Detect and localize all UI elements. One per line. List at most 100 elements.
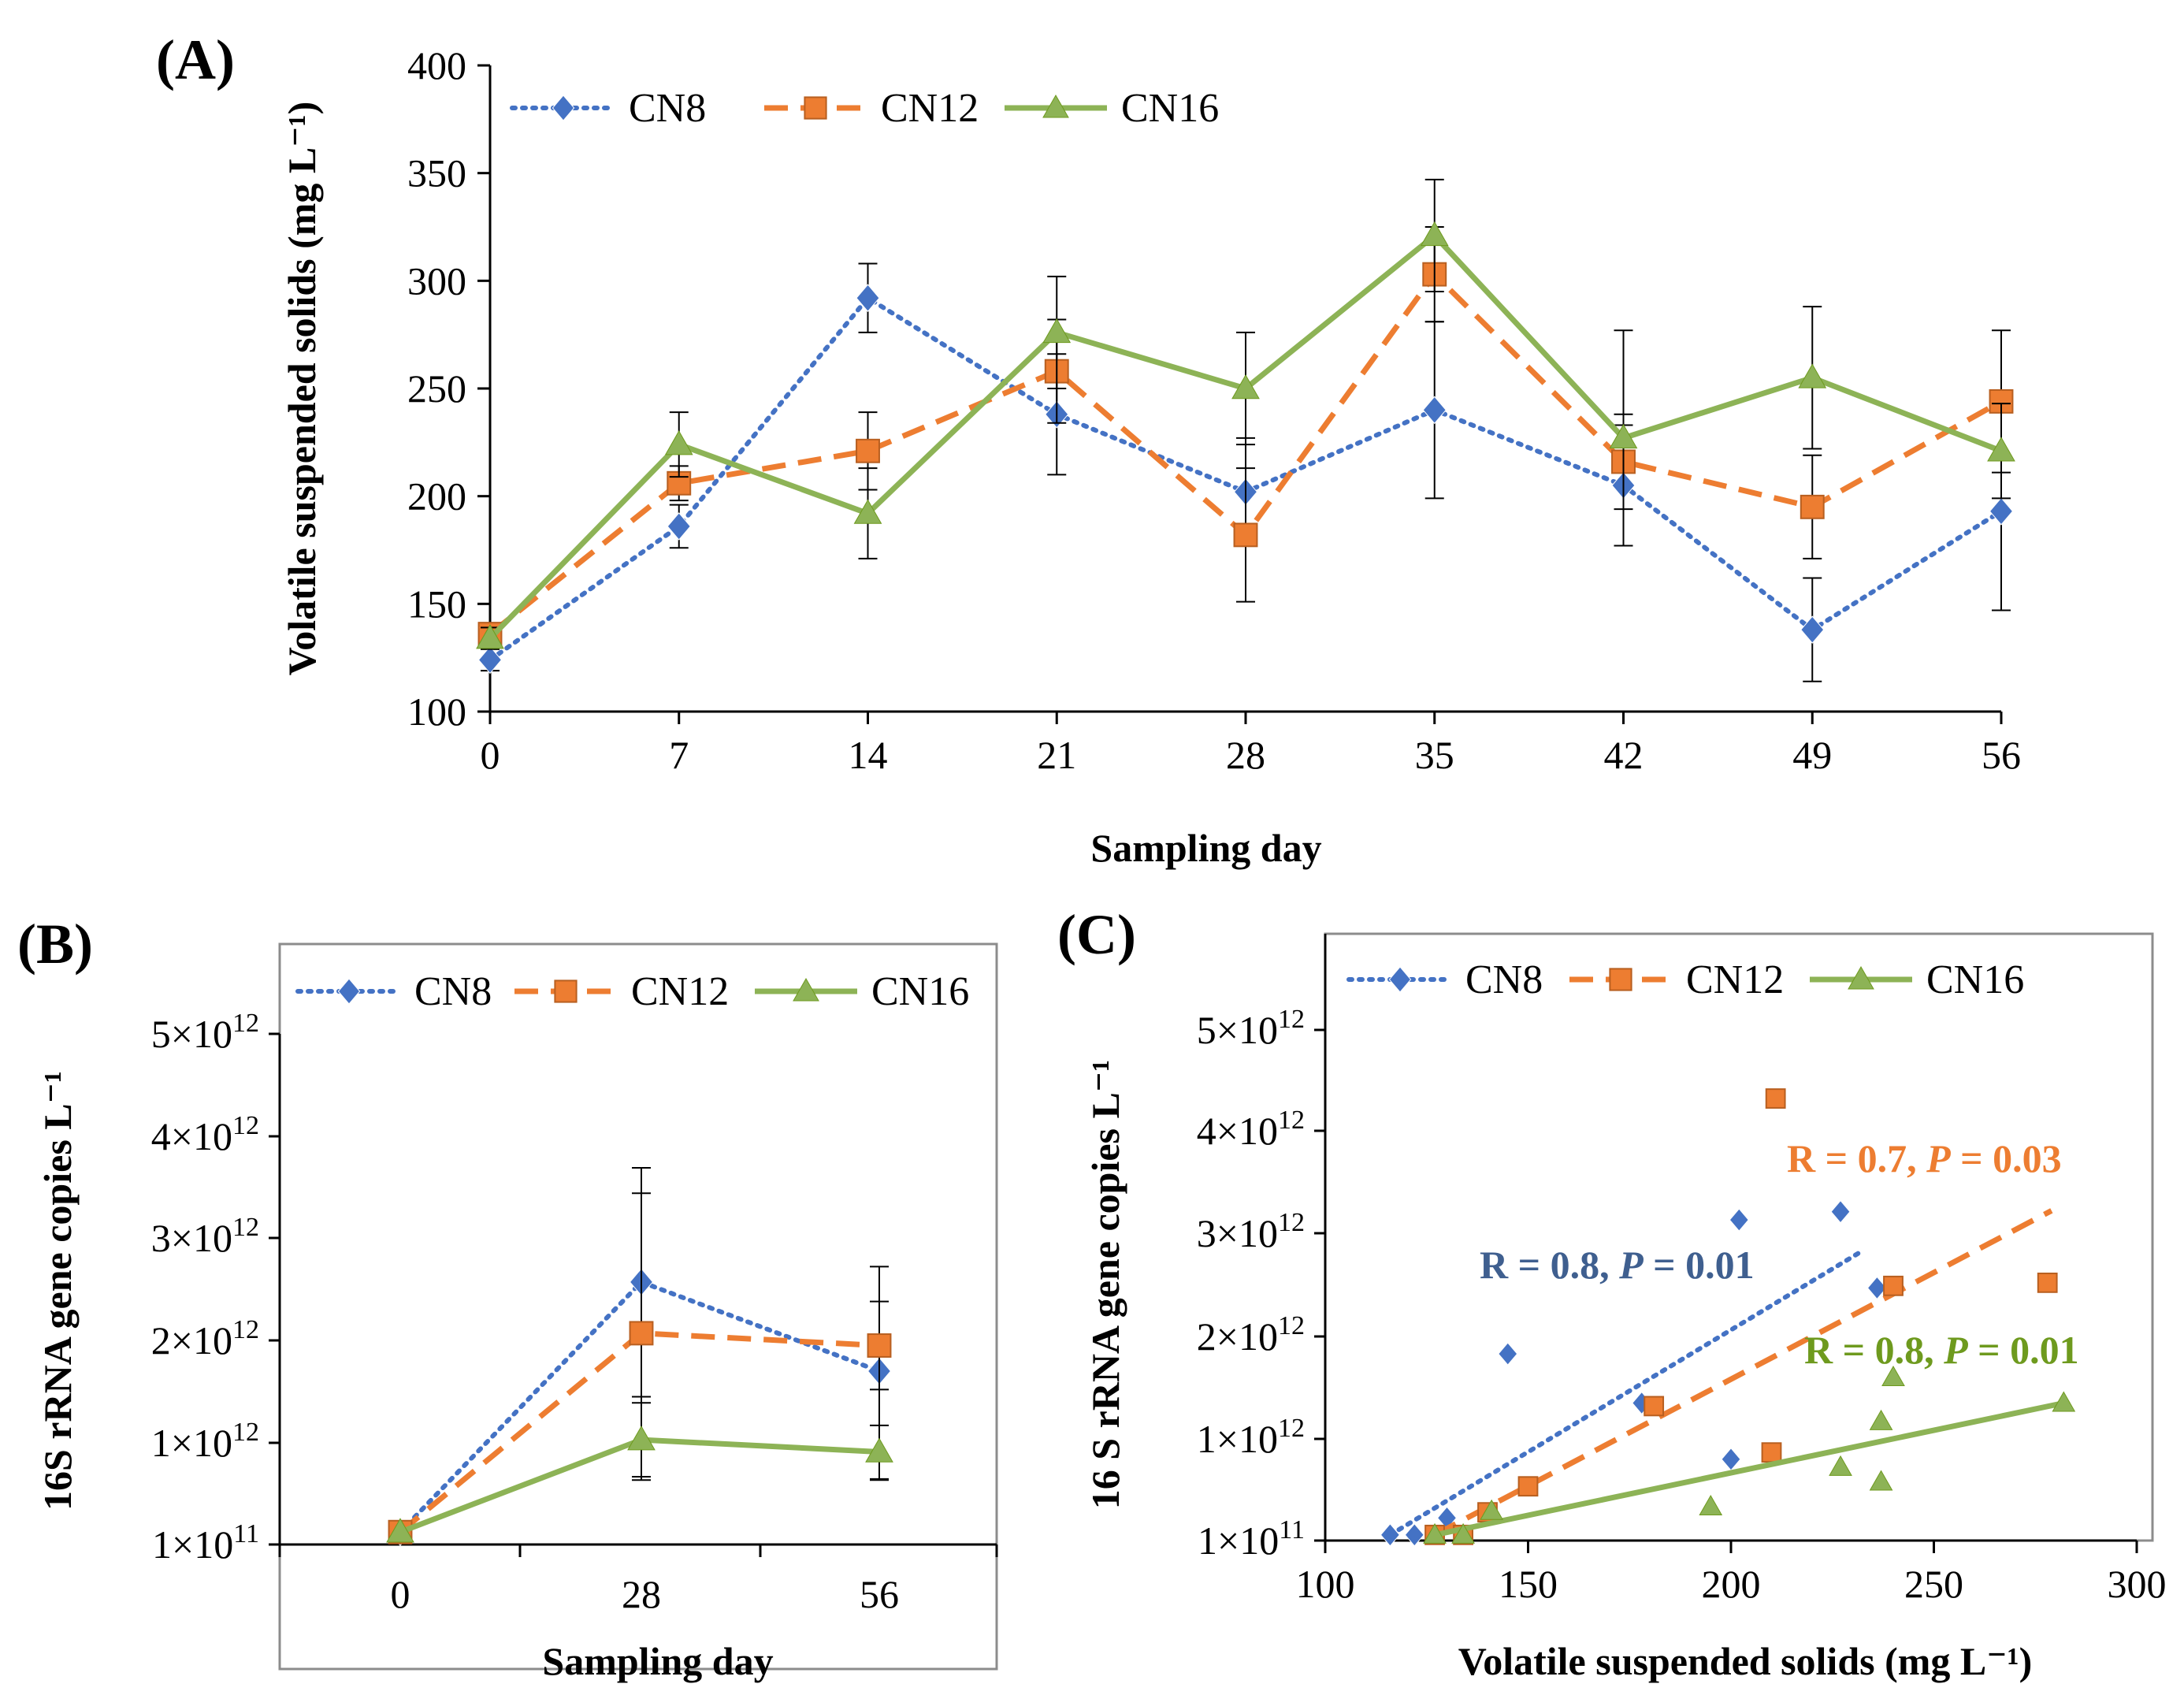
x-tick-label: 21: [1037, 733, 1076, 777]
legend-marker-cn8: [1388, 966, 1412, 993]
y-tick-base: 4×10: [151, 1114, 232, 1158]
annotation-r: R = 0.7,: [1787, 1136, 1926, 1180]
y-tick-label: 1×1012: [151, 1418, 259, 1465]
legend-marker-cn12: [804, 96, 827, 120]
y-tick-base: 2×10: [1197, 1314, 1278, 1359]
y-tick-base: 1×10: [152, 1522, 233, 1567]
data-point-cn16: [1829, 1455, 1852, 1476]
x-tick-label: 300: [2108, 1562, 2167, 1606]
data-point-cn8: [1422, 396, 1447, 425]
data-point-cn16: [1699, 1494, 1723, 1515]
data-point-cn16: [476, 624, 504, 649]
annotation-r: R = 0.8,: [1804, 1328, 1944, 1372]
series-line-cn16: [399, 1437, 880, 1535]
data-point-cn12: [1644, 1396, 1665, 1417]
legend-label-cn8: CN8: [1465, 957, 1543, 1002]
y-tick-label: 1×1011: [152, 1519, 259, 1567]
y-tick-label: 1×1011: [1198, 1515, 1305, 1563]
y-tick-exponent: 11: [233, 1519, 259, 1548]
data-point-cn12: [1761, 1442, 1782, 1463]
y-tick-base: 1×10: [1197, 1417, 1278, 1461]
y-tick-exponent: 12: [1278, 1414, 1305, 1443]
chart-frame: [278, 942, 998, 1671]
data-point-cn16: [2052, 1391, 2076, 1412]
data-point-cn16: [1042, 318, 1072, 344]
legend-label-cn16: CN16: [871, 969, 969, 1014]
legend-marker-cn12: [554, 979, 578, 1003]
x-tick-label: 49: [1792, 733, 1832, 777]
y-tick-label: 1×1012: [1197, 1414, 1305, 1461]
data-point-cn12: [629, 1321, 654, 1346]
legend-label-cn12: CN12: [631, 969, 729, 1014]
panel-b: (B)1×10111×10122×10123×10124×10125×10120…: [17, 913, 998, 1683]
data-point-cn12: [2037, 1272, 2058, 1293]
y-tick-base: 5×10: [151, 1012, 232, 1056]
y-tick-base: 1×10: [151, 1421, 232, 1465]
annotation-p: P: [1943, 1328, 1968, 1372]
data-point-cn8: [1498, 1342, 1518, 1366]
data-point-cn8: [1729, 1208, 1749, 1232]
x-tick-label: 35: [1415, 733, 1454, 777]
panel-label: (C): [1057, 903, 1136, 966]
y-tick-label: 400: [407, 43, 466, 87]
data-point-cn16: [627, 1426, 656, 1451]
data-point-cn16: [1420, 221, 1449, 247]
x-tick-label: 14: [849, 733, 888, 777]
annotation-cn8: R = 0.8, P = 0.01: [1480, 1243, 1755, 1287]
data-point-cn16: [1451, 1522, 1475, 1544]
y-tick-exponent: 12: [232, 1213, 259, 1242]
y-tick-exponent: 12: [1278, 1208, 1305, 1237]
y-tick-label: 3×1012: [151, 1213, 259, 1260]
panel-a: (A) 100 150 200 250 300 350 400 0 7 14 21 28 35 42 49 56…: [156, 28, 2021, 870]
data-point-cn16: [1798, 363, 1827, 388]
panel-label: (A): [156, 28, 235, 91]
data-point-cn8: [1800, 615, 1825, 644]
data-point-cn8: [477, 645, 503, 675]
data-point-cn8: [1721, 1448, 1741, 1471]
x-tick-label: 56: [1982, 733, 2021, 777]
y-tick-exponent: 12: [232, 1418, 259, 1447]
x-tick-label: 28: [1226, 733, 1265, 777]
data-point-cn16: [1881, 1365, 1905, 1386]
y-tick-base: 5×10: [1197, 1008, 1278, 1052]
annotation-p: P: [1618, 1243, 1644, 1287]
data-point-cn16: [1423, 1522, 1447, 1544]
legend-marker-cn8: [552, 95, 575, 121]
data-point-cn8: [1404, 1523, 1424, 1547]
y-tick-exponent: 12: [1278, 1106, 1305, 1135]
y-axis-title: 16 S rRNA gene copies L⁻¹: [1083, 1060, 1127, 1510]
data-point-cn8: [667, 512, 691, 541]
y-tick-label: 350: [407, 151, 466, 195]
y-tick-exponent: 12: [232, 1315, 259, 1344]
data-point-cn12: [856, 438, 880, 463]
data-point-cn12: [1765, 1088, 1786, 1109]
y-tick-label: 2×1012: [1197, 1311, 1305, 1359]
chart-frame: [1324, 932, 2154, 1542]
annotation-r: R = 0.8,: [1480, 1243, 1619, 1287]
trend-line-cn16: [1434, 1400, 2065, 1538]
y-tick-base: 4×10: [1197, 1109, 1278, 1153]
y-tick-base: 3×10: [151, 1216, 232, 1260]
y-tick-exponent: 11: [1279, 1515, 1305, 1544]
y-tick-base: 3×10: [1197, 1211, 1278, 1255]
data-point-cn16: [865, 1437, 893, 1463]
x-tick-label: 0: [481, 733, 500, 777]
data-point-cn8: [856, 284, 880, 312]
y-tick-label: 5×1012: [151, 1009, 259, 1056]
y-tick-base: 1×10: [1198, 1518, 1279, 1563]
x-tick-label: 7: [669, 733, 689, 777]
x-tick-label: 42: [1604, 733, 1644, 777]
legend-marker-cn8: [337, 978, 361, 1005]
x-axis-title: Volatile suspended solids (mg L⁻¹): [1458, 1639, 2033, 1683]
legend-marker-cn16: [1042, 94, 1069, 118]
legend-marker-cn16: [793, 977, 819, 1002]
annotation-value: = 0.03: [1951, 1136, 2062, 1180]
annotation-cn12: R = 0.7, P = 0.03: [1787, 1136, 2062, 1180]
data-point-cn12: [1517, 1476, 1539, 1497]
data-point-cn16: [1609, 423, 1638, 449]
data-point-cn8: [1989, 497, 2014, 526]
data-point-cn8: [1830, 1199, 1851, 1224]
y-tick-label: 250: [407, 366, 466, 411]
annotation-value: = 0.01: [1968, 1328, 2079, 1372]
